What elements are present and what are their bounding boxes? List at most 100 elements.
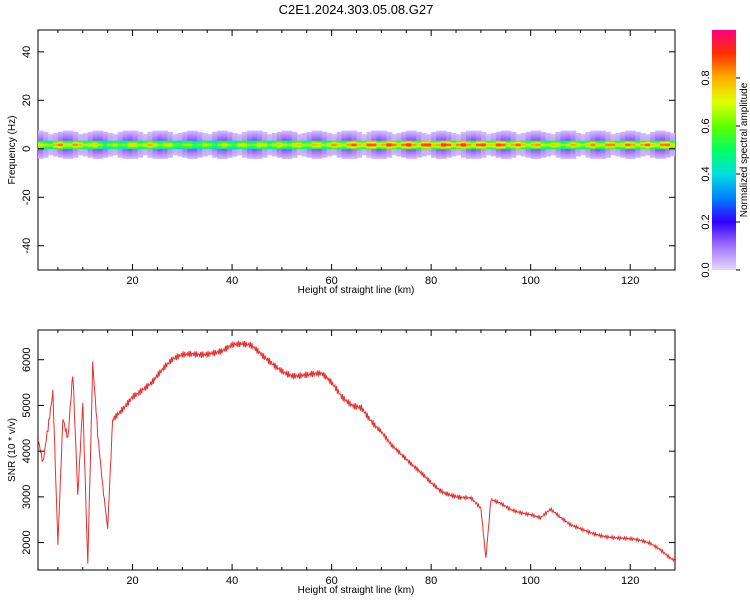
- spectrogram-cell: [306, 134, 313, 136]
- spectrogram-cell: [500, 134, 507, 136]
- spectrogram-cell: [495, 140, 502, 142]
- spectrogram-cell: [535, 151, 542, 153]
- spectrogram-cell: [590, 154, 596, 157]
- spectrogram-cell: [217, 136, 223, 139]
- spectrogram-cell: [57, 140, 64, 142]
- spectrogram-cell: [565, 140, 572, 142]
- spectrogram-cell: [545, 136, 552, 139]
- spectrogram-cell: [406, 140, 412, 142]
- spectrogram-cell: [57, 150, 64, 152]
- spectrogram-ytick-label: 20: [21, 94, 33, 106]
- spectrogram-cell: [560, 134, 567, 136]
- spectrogram-cell: [640, 151, 646, 153]
- spectrogram-cell: [655, 145, 661, 147]
- spectrogram-cell: [242, 153, 248, 156]
- spectrogram-cell: [650, 141, 656, 144]
- spectrogram-cell: [436, 130, 442, 133]
- spectrogram-cell: [251, 156, 258, 158]
- spectrogram-cell: [475, 140, 482, 142]
- spectrogram-cell: [590, 142, 596, 145]
- spectrogram-cell: [475, 142, 482, 145]
- spectrogram-cell: [242, 141, 248, 144]
- spectrogram-cell: [485, 150, 492, 152]
- spectrogram-cell: [660, 151, 666, 153]
- spectrogram-cell: [87, 152, 94, 155]
- spectrogram-cell: [465, 156, 472, 158]
- spectrogram-cell: [286, 151, 293, 153]
- spectrogram-cell: [465, 134, 472, 136]
- spectrogram-cell: [336, 136, 343, 139]
- spectrogram-cell: [391, 146, 397, 148]
- spectrogram-cell: [560, 130, 567, 133]
- spectrogram-cell: [341, 139, 348, 141]
- spectrogram-cell: [92, 151, 99, 153]
- spectrogram-cell: [555, 140, 562, 142]
- spectrogram-cell: [261, 148, 268, 151]
- spectrogram-cell: [640, 154, 646, 157]
- spectrogram-cell: [645, 152, 651, 155]
- spectrogram-cell: [351, 151, 358, 153]
- spectrogram-cell: [480, 154, 487, 157]
- spectrogram-cell: [670, 150, 675, 152]
- spectrogram-cell: [371, 157, 378, 159]
- spectrogram-cell: [645, 150, 651, 152]
- spectrogram-cell: [470, 142, 477, 145]
- spectrogram-cell: [615, 148, 621, 151]
- spectrogram-cell: [162, 135, 168, 138]
- spectrogram-cell: [451, 141, 457, 144]
- spectrogram-cell: [137, 145, 144, 147]
- spectrogram-cell: [286, 145, 293, 147]
- spectrogram-cell: [416, 136, 422, 139]
- spectrogram-cell: [276, 141, 283, 144]
- spectrogram-cell: [127, 134, 134, 136]
- spectrogram-cell: [461, 135, 467, 138]
- spectrogram-cell: [281, 154, 288, 157]
- spectrogram-cell: [500, 146, 507, 148]
- spectrogram-cell: [620, 136, 626, 139]
- spectrogram-cell: [301, 141, 308, 144]
- spectrogram-cell: [127, 152, 134, 155]
- spectrogram-cell: [117, 135, 124, 138]
- spectrogram-cell: [321, 150, 328, 152]
- spectrogram-cell: [122, 154, 129, 157]
- spectrogram-cell: [630, 146, 636, 148]
- spectrogram-cell: [182, 156, 188, 158]
- spectrogram-cell: [535, 150, 542, 152]
- spectrogram-cell: [38, 136, 44, 139]
- spectrogram-cell: [87, 146, 94, 148]
- spectrogram-cell: [117, 150, 124, 152]
- spectrogram-cell: [42, 156, 49, 158]
- spectrogram-cell: [525, 131, 532, 134]
- spectrogram-cell: [92, 152, 99, 155]
- spectrogram-cell: [276, 133, 283, 135]
- spectrogram-cell: [152, 134, 159, 136]
- spectrogram-cell: [436, 152, 442, 155]
- spectrogram-cell: [62, 131, 69, 134]
- spectrogram-cell: [242, 133, 248, 135]
- spectrogram-cell: [202, 147, 208, 150]
- spectrogram-cell: [366, 141, 373, 144]
- spectrogram-cell: [550, 148, 557, 151]
- spectrogram-cell: [451, 147, 457, 150]
- spectrogram-cell: [655, 154, 661, 157]
- spectrogram-cell: [217, 137, 223, 140]
- spectrogram-cell: [207, 150, 213, 152]
- spectrogram-cell: [535, 141, 542, 144]
- spectrogram-cell: [530, 139, 537, 141]
- spectrogram-cell: [341, 137, 348, 140]
- spectrogram-cell: [47, 141, 54, 144]
- spectrogram-cell: [665, 154, 671, 157]
- spectrogram-cell: [152, 130, 159, 133]
- spectrogram-cell: [371, 152, 378, 155]
- spectrogram-cell: [381, 151, 387, 153]
- spectrogram-cell: [465, 153, 472, 156]
- spectrogram-cell: [316, 133, 323, 135]
- spectrogram-cell: [475, 148, 482, 151]
- spectrogram-cell: [401, 142, 407, 145]
- spectrogram-cell: [660, 152, 666, 155]
- spectrogram-cell: [212, 134, 218, 136]
- spectrogram-cell: [197, 153, 203, 156]
- spectrogram-cell: [595, 150, 601, 152]
- spectrogram-cell: [117, 146, 124, 148]
